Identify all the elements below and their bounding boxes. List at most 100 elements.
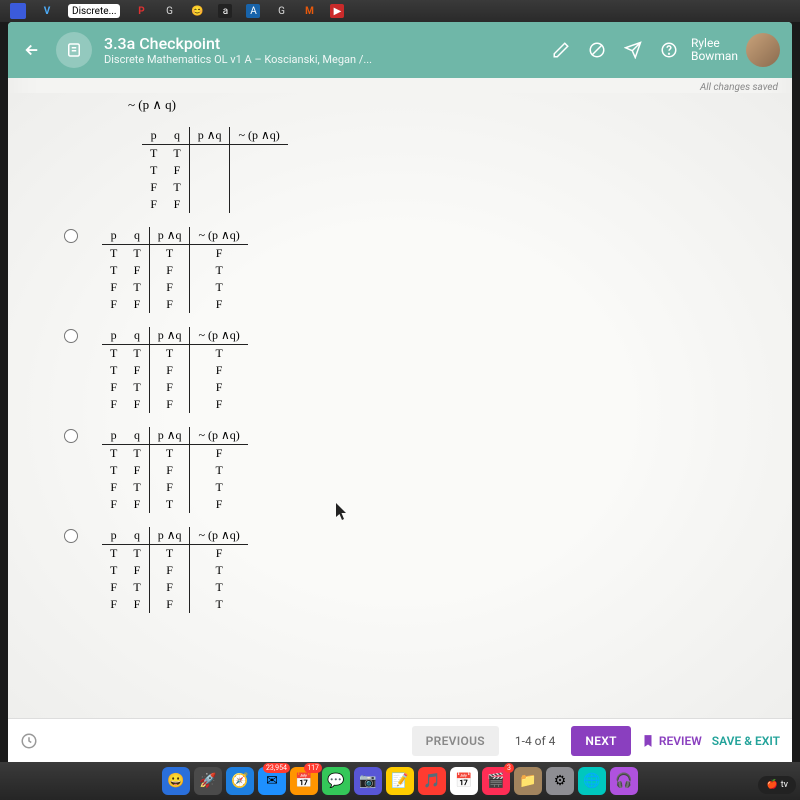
answer-option[interactable]: pqp ∧q~ (p ∧q)TTTFTFFTFTFTFFFT	[64, 527, 752, 613]
dock-app-icon[interactable]: 📅	[450, 767, 478, 795]
apple-logo-icon: 🍎	[766, 780, 777, 790]
radio-button[interactable]	[64, 229, 78, 243]
menubar-item[interactable]: Discrete...	[68, 4, 120, 18]
table-cell: F	[190, 245, 248, 263]
table-cell: T	[190, 262, 248, 279]
apple-tv-pill[interactable]: 🍎 tv	[758, 776, 796, 794]
edit-icon[interactable]	[551, 40, 571, 60]
dock-app-icon[interactable]: 🎬3	[482, 767, 510, 795]
table-row: FT	[142, 179, 288, 196]
table-cell: F	[102, 479, 125, 496]
table-cell: F	[165, 162, 189, 179]
dock-app-icon[interactable]: ⚙︎	[546, 767, 574, 795]
menubar-item[interactable]: M	[302, 4, 316, 18]
table-row: TTTF	[102, 545, 248, 563]
table-cell	[230, 179, 288, 196]
table-header: q	[165, 127, 189, 145]
table-cell: T	[125, 545, 149, 563]
table-row: TF	[142, 162, 288, 179]
table-cell: F	[102, 379, 125, 396]
truth-table: pqp ∧q~ (p ∧q)TTTFTFFTFTFTFFFT	[102, 527, 248, 613]
table-cell: F	[125, 496, 149, 513]
dock-app-icon[interactable]: 📁	[514, 767, 542, 795]
previous-button[interactable]: PREVIOUS	[412, 726, 499, 756]
table-cell: T	[190, 579, 248, 596]
dock-app-icon[interactable]: 🎧	[610, 767, 638, 795]
menubar-item[interactable]: 😊	[190, 4, 204, 18]
course-subtitle: Discrete Mathematics OL v1 A – Kosciansk…	[104, 53, 539, 66]
review-button[interactable]: REVIEW	[641, 734, 702, 748]
dock-app-icon[interactable]: 🎵	[418, 767, 446, 795]
review-label: REVIEW	[659, 734, 702, 748]
next-button[interactable]: NEXT	[571, 726, 630, 756]
table-cell: F	[142, 196, 165, 213]
table-header: p	[102, 227, 125, 245]
dock-app-icon[interactable]: 😀	[162, 767, 190, 795]
table-cell: F	[149, 479, 190, 496]
radio-button[interactable]	[64, 429, 78, 443]
table-cell: T	[102, 245, 125, 263]
table-cell: T	[149, 445, 190, 463]
menubar-item[interactable]: P	[134, 4, 148, 18]
answer-option[interactable]: pqp ∧q~ (p ∧q)TTTTTFFFFTFFFFFF	[64, 327, 752, 413]
radio-button[interactable]	[64, 529, 78, 543]
table-cell: T	[142, 162, 165, 179]
dock-app-icon[interactable]: 🧭	[226, 767, 254, 795]
avatar[interactable]	[746, 33, 780, 67]
dock-app-icon[interactable]: 📅117	[290, 767, 318, 795]
menubar-item[interactable]: V	[40, 4, 54, 18]
table-cell: F	[149, 596, 190, 613]
table-row: TTTF	[102, 245, 248, 263]
table-row: TTTF	[102, 445, 248, 463]
dock-app-icon[interactable]: ✉︎23,954	[258, 767, 286, 795]
dock-app-icon[interactable]: 🌐	[578, 767, 606, 795]
menubar-item[interactable]: ▶	[330, 4, 344, 18]
table-cell: F	[125, 462, 149, 479]
table-row: FTFT	[102, 579, 248, 596]
table-cell: F	[190, 545, 248, 563]
menubar-item[interactable]: G	[274, 4, 288, 18]
table-cell: T	[125, 345, 149, 363]
answer-option[interactable]: pqp ∧q~ (p ∧q)TTTFTFFTFTFTFFFF	[64, 227, 752, 313]
table-header: ~ (p ∧q)	[230, 127, 288, 145]
table-row: FTFF	[102, 379, 248, 396]
menubar-item[interactable]: G	[162, 4, 176, 18]
table-header: p ∧q	[149, 527, 190, 545]
table-row: FTFT	[102, 279, 248, 296]
macos-menubar: V Discrete... P G 😊 a A G M ▶	[0, 0, 800, 22]
table-cell: T	[125, 379, 149, 396]
table-cell: T	[190, 479, 248, 496]
answer-option[interactable]: pqp ∧q~ (p ∧q)TTTFFTFF	[104, 127, 752, 213]
table-cell: T	[102, 445, 125, 463]
send-icon[interactable]	[623, 40, 643, 60]
help-icon[interactable]	[659, 40, 679, 60]
table-row: FFTF	[102, 496, 248, 513]
block-icon[interactable]	[587, 40, 607, 60]
answer-option[interactable]: pqp ∧q~ (p ∧q)TTTFTFFTFTFTFFTF	[64, 427, 752, 513]
user-block[interactable]: Rylee Bowman	[691, 33, 780, 67]
assignment-title: 3.3a Checkpoint	[104, 34, 539, 53]
table-cell: F	[125, 262, 149, 279]
timer-icon[interactable]	[20, 732, 38, 750]
table-cell: T	[190, 345, 248, 363]
dock-app-icon[interactable]: 📷	[354, 767, 382, 795]
back-button[interactable]	[20, 38, 44, 62]
table-cell: T	[165, 145, 189, 163]
menubar-item[interactable]: A	[246, 4, 260, 18]
table-header: p ∧q	[149, 227, 190, 245]
tv-label: tv	[781, 780, 788, 790]
truth-table: pqp ∧q~ (p ∧q)TTTFFTFF	[142, 127, 288, 213]
table-cell: F	[149, 579, 190, 596]
table-header: p	[102, 527, 125, 545]
save-exit-button[interactable]: SAVE & EXIT	[712, 734, 780, 748]
dock-badge: 117	[304, 763, 322, 773]
table-cell: F	[190, 445, 248, 463]
table-cell: T	[149, 496, 190, 513]
dock-app-icon[interactable]: 💬	[322, 767, 350, 795]
question-content: ~ (p ∧ q) pqp ∧q~ (p ∧q)TTTFFTFFpqp ∧q~ …	[8, 93, 792, 733]
radio-button[interactable]	[64, 329, 78, 343]
dock-app-icon[interactable]: 📝	[386, 767, 414, 795]
menubar-item[interactable]: a	[218, 4, 232, 18]
menubar-item[interactable]	[10, 3, 26, 19]
dock-app-icon[interactable]: 🚀	[194, 767, 222, 795]
